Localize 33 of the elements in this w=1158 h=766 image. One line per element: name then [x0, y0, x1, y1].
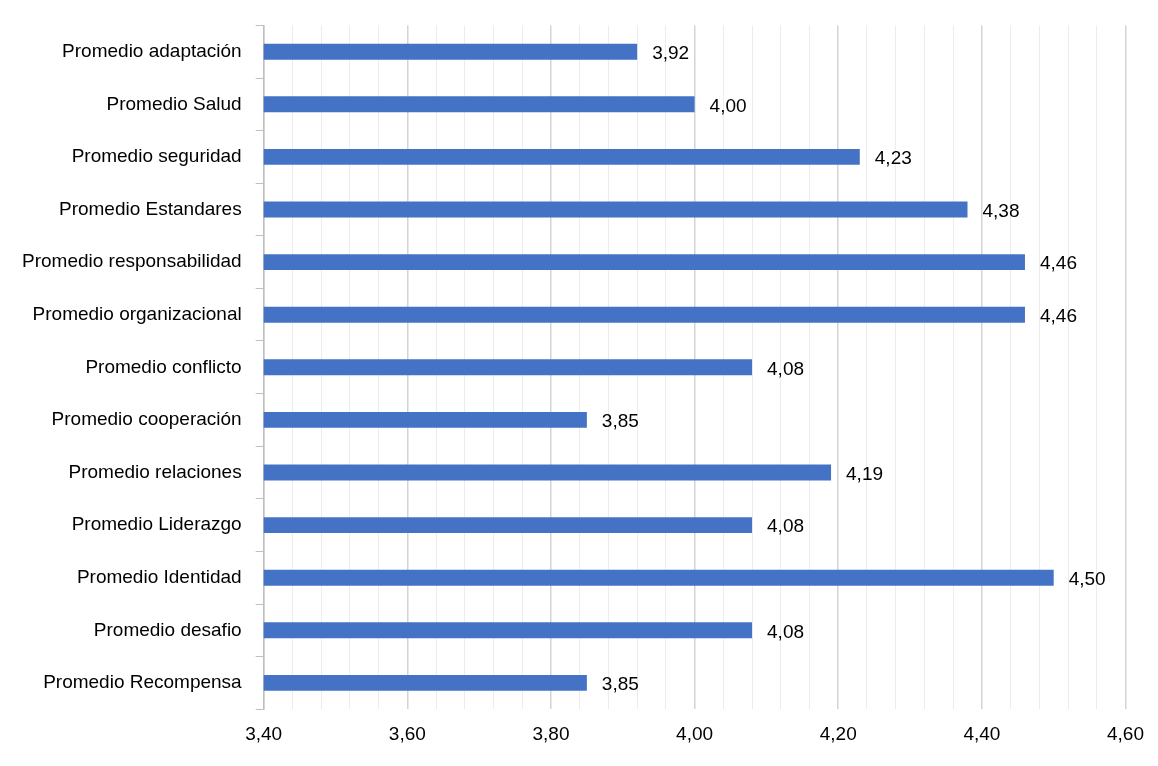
data-label: 4,38	[982, 199, 1020, 221]
y-tick-label: Promedio Estandares	[58, 197, 242, 219]
y-tick-label: Promedio desafio	[93, 618, 242, 640]
data-label: 4,46	[1039, 304, 1077, 326]
data-label: 3,85	[601, 410, 639, 432]
x-tick-label: 3,40	[245, 722, 283, 744]
y-tick-label: Promedio responsabilidad	[22, 250, 242, 272]
y-tick-label: Promedio cooperación	[51, 408, 242, 430]
data-label: 4,00	[709, 94, 747, 116]
y-tick-label: Promedio conflicto	[85, 355, 242, 377]
data-label: 4,19	[846, 462, 884, 484]
data-label: 4,23	[874, 147, 912, 169]
y-tick-label: Promedio Liderazgo	[71, 513, 242, 535]
x-tick-label: 4,00	[676, 722, 714, 744]
data-label: 4,08	[767, 515, 805, 537]
x-tick-label: 3,80	[532, 722, 570, 744]
x-tick-label: 4,40	[963, 722, 1001, 744]
y-tick-label: Promedio organizacional	[32, 302, 242, 324]
x-tick-label: 4,60	[1107, 722, 1144, 744]
data-label: 4,08	[767, 357, 805, 379]
y-tick-label: Promedio seguridad	[71, 145, 242, 167]
y-tick-label: Promedio relaciones	[68, 460, 242, 482]
y-tick-label: Promedio Salud	[106, 92, 242, 114]
x-tick-label: 4,20	[819, 722, 857, 744]
data-label: 3,85	[601, 673, 639, 695]
data-label: 3,92	[652, 41, 690, 63]
data-label: 4,50	[1068, 567, 1106, 589]
data-label: 4,46	[1039, 252, 1077, 274]
data-label: 4,08	[767, 620, 805, 642]
y-tick-label: Promedio adaptación	[62, 39, 242, 61]
y-tick-label: Promedio Identidad	[76, 565, 242, 587]
y-tick-label: Promedio Recompensa	[43, 671, 243, 693]
x-tick-label: 3,60	[388, 722, 426, 744]
